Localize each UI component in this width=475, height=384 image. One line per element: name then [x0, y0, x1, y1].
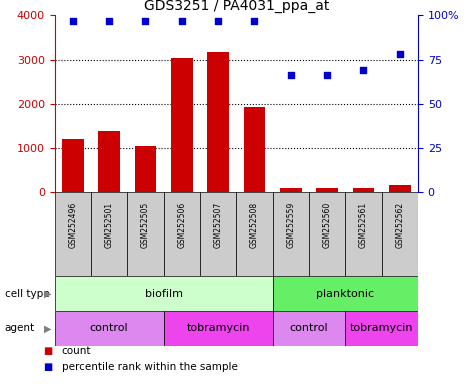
Bar: [134, 146, 156, 192]
Bar: [200, 192, 237, 276]
Text: cell type: cell type: [5, 289, 49, 299]
Title: GDS3251 / PA4031_ppa_at: GDS3251 / PA4031_ppa_at: [143, 0, 329, 13]
Text: GSM252506: GSM252506: [177, 202, 186, 248]
Text: planktonic: planktonic: [316, 289, 374, 299]
Point: [251, 18, 258, 24]
Text: control: control: [90, 323, 128, 333]
Bar: [280, 189, 302, 192]
Text: GSM252505: GSM252505: [141, 202, 150, 248]
Bar: [171, 58, 193, 192]
Text: GSM252501: GSM252501: [104, 202, 114, 248]
Point: [360, 67, 367, 73]
Bar: [207, 52, 229, 192]
Text: biofilm: biofilm: [144, 289, 182, 299]
Point: [396, 51, 404, 57]
Text: GSM252507: GSM252507: [214, 202, 223, 248]
Bar: [55, 276, 273, 311]
Bar: [316, 188, 338, 192]
Bar: [273, 311, 345, 346]
Point: [69, 18, 76, 24]
Bar: [127, 192, 163, 276]
Point: [105, 18, 113, 24]
Bar: [163, 192, 200, 276]
Bar: [309, 192, 345, 276]
Point: [178, 18, 186, 24]
Text: GSM252508: GSM252508: [250, 202, 259, 248]
Text: tobramycin: tobramycin: [186, 323, 250, 333]
Text: ▶: ▶: [44, 289, 51, 299]
Point: [323, 72, 331, 78]
Text: GSM252496: GSM252496: [68, 202, 77, 248]
Point: [142, 18, 149, 24]
Text: GSM252560: GSM252560: [323, 202, 332, 248]
Text: control: control: [290, 323, 328, 333]
Text: ■: ■: [43, 346, 52, 356]
Bar: [98, 131, 120, 192]
Bar: [389, 185, 411, 192]
Text: percentile rank within the sample: percentile rank within the sample: [62, 362, 238, 372]
Bar: [352, 188, 374, 192]
Text: count: count: [62, 346, 91, 356]
Text: ▶: ▶: [44, 323, 51, 333]
Text: tobramycin: tobramycin: [350, 323, 413, 333]
Point: [287, 72, 294, 78]
Bar: [273, 192, 309, 276]
Text: ■: ■: [43, 362, 52, 372]
Bar: [91, 192, 127, 276]
Bar: [55, 311, 163, 346]
Bar: [62, 139, 84, 192]
Bar: [244, 107, 266, 192]
Text: agent: agent: [5, 323, 35, 333]
Bar: [345, 311, 418, 346]
Bar: [237, 192, 273, 276]
Bar: [381, 192, 418, 276]
Point: [214, 18, 222, 24]
Text: GSM252561: GSM252561: [359, 202, 368, 248]
Bar: [55, 192, 91, 276]
Text: GSM252559: GSM252559: [286, 202, 295, 248]
Bar: [163, 311, 273, 346]
Bar: [273, 276, 418, 311]
Text: GSM252562: GSM252562: [395, 202, 404, 248]
Bar: [345, 192, 381, 276]
